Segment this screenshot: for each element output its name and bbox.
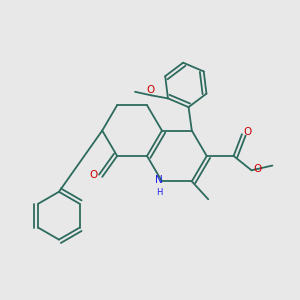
- Text: O: O: [254, 164, 262, 174]
- Text: N: N: [155, 175, 163, 185]
- Text: O: O: [244, 127, 252, 137]
- Text: O: O: [89, 170, 98, 180]
- Text: O: O: [146, 85, 154, 95]
- Text: H: H: [156, 188, 162, 197]
